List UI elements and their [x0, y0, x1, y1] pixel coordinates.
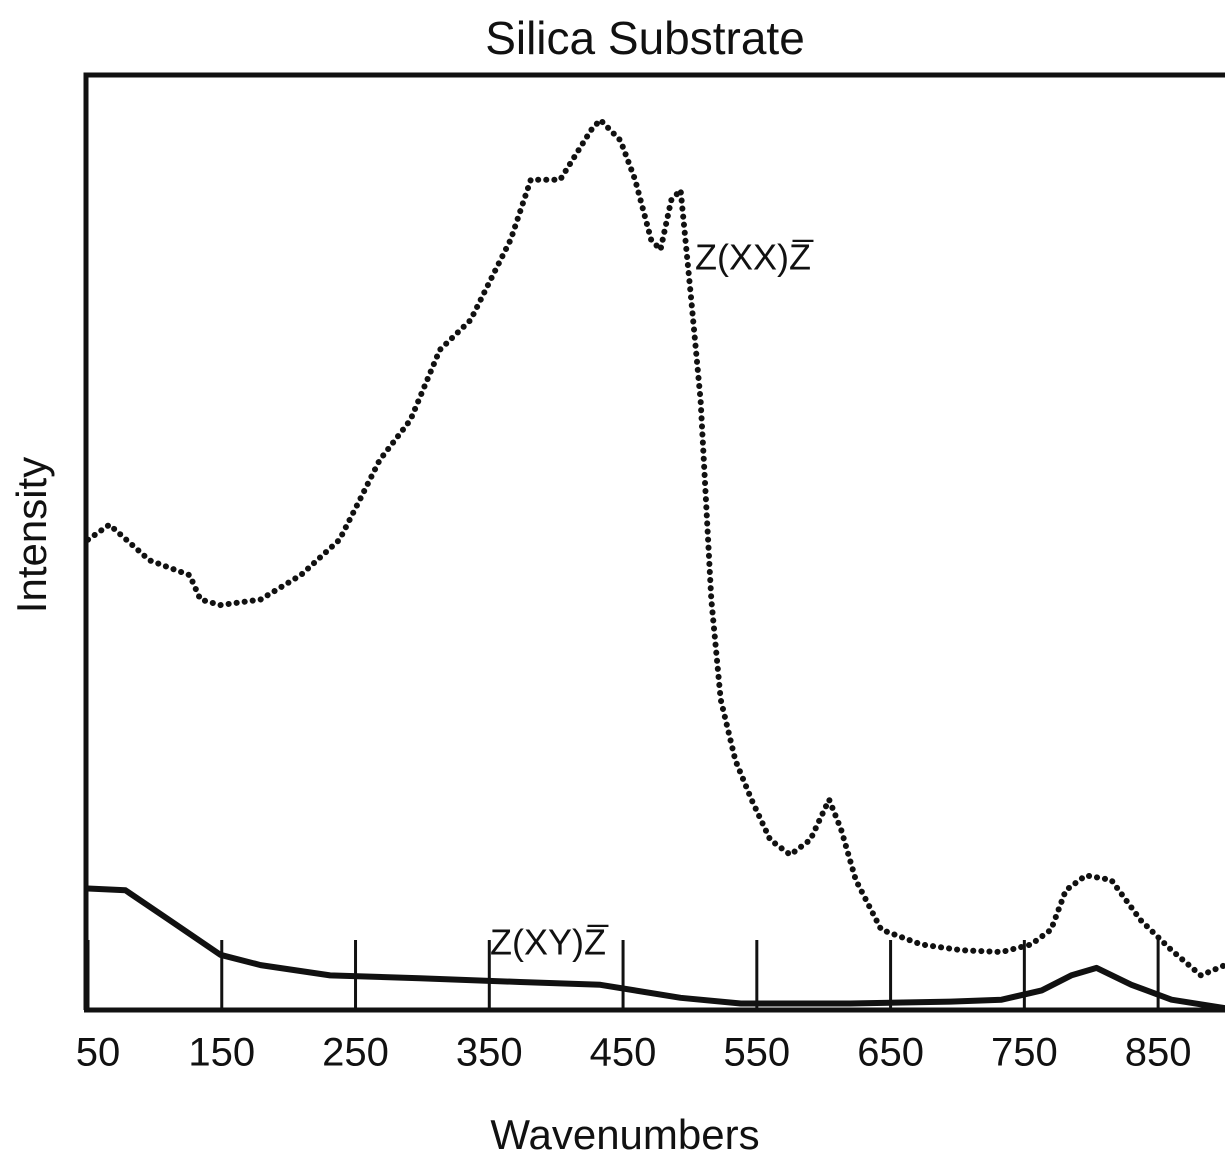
- chart-title: Silica Substrate: [485, 12, 805, 64]
- x-axis-label: Wavenumbers: [490, 1111, 759, 1158]
- x-tick-label: 550: [723, 1031, 790, 1075]
- x-tick-label: 850: [1125, 1031, 1192, 1075]
- y-axis-label: Intensity: [8, 457, 55, 613]
- annotation: Z(XY)Z̅: [490, 922, 609, 963]
- series-line: [85, 885, 1225, 1012]
- x-tick-label: 450: [590, 1031, 657, 1075]
- x-tick-label: 350: [456, 1031, 523, 1075]
- x-tick-label: 50: [76, 1031, 121, 1075]
- x-tick-label: 750: [991, 1031, 1058, 1075]
- series-line: [85, 116, 1225, 979]
- plot-frame: [83, 72, 1225, 1010]
- x-tick-label: 150: [188, 1031, 255, 1075]
- x-tick-label: 650: [857, 1031, 924, 1075]
- annotation: Z(XX)Z̅: [695, 237, 814, 278]
- x-tick-label: 250: [322, 1031, 389, 1075]
